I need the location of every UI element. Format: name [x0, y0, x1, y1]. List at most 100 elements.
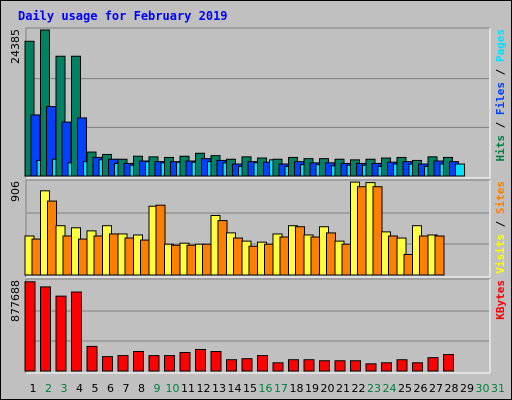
day-label: 27 [429, 382, 443, 395]
day-label: 5 [92, 382, 99, 395]
legend-entry: Sites [494, 181, 507, 214]
bar-kbytes-kbytes [241, 358, 253, 372]
bar-visits-sites [140, 239, 150, 276]
day-label: 29 [460, 382, 474, 395]
bar-kbytes-kbytes [412, 362, 423, 372]
bar-visits-sites [202, 243, 212, 276]
bar-kbytes-kbytes [288, 359, 299, 372]
day-label: 28 [445, 382, 459, 395]
bar-visits-sites [217, 220, 228, 276]
bar-kbytes-kbytes [319, 360, 330, 372]
bar-kbytes-kbytes [117, 355, 129, 372]
bar-visits-sites [434, 235, 445, 276]
day-label: 6 [107, 382, 114, 395]
bar-visits-sites [326, 232, 336, 276]
bar-kbytes-kbytes [210, 351, 222, 372]
day-label: 3 [61, 382, 68, 395]
day-label: 22 [352, 382, 366, 395]
bar-kbytes-kbytes [86, 345, 98, 372]
panel-kbytes: 877688 KBytes [9, 278, 507, 374]
bar-kbytes-kbytes [226, 359, 237, 372]
day-label: 7 [123, 382, 130, 395]
day-label: 12 [197, 382, 211, 395]
bar-kbytes-kbytes [334, 360, 346, 372]
day-label: 21 [336, 382, 350, 395]
axis-max-label: 24385 [9, 29, 22, 64]
day-label: 9 [154, 382, 161, 395]
bar-kbytes-kbytes [443, 354, 454, 372]
day-axis: 1 2 3 4 5 6 7 8 9 10 11 12 13 14 15 16 17 18 19 20 21 22 23 24 2… [30, 382, 506, 395]
panel-visits: 906 Visits / Sites [9, 179, 507, 278]
day-label: 1 [30, 382, 37, 395]
bar-visits-sites [388, 235, 398, 276]
legend-entry: Files [494, 82, 507, 115]
legend: KBytes [494, 280, 507, 320]
day-label: 17 [274, 382, 288, 395]
bar-kbytes-kbytes [133, 351, 144, 372]
bar-hits-files [77, 117, 87, 177]
day-label: 15 [243, 382, 257, 395]
bar-visits-sites [403, 253, 414, 276]
bar-kbytes-kbytes [71, 291, 82, 372]
bar-kbytes-kbytes [350, 360, 361, 372]
legend: Hits / Files / Pages [494, 29, 507, 162]
bar-kbytes-kbytes [303, 359, 315, 372]
bar-visits-sites [47, 200, 57, 276]
axis-max-label: 877688 [9, 280, 22, 322]
day-label: 19 [305, 382, 319, 395]
panel-hits: 24385 Hits / Files / Pages [9, 27, 507, 179]
bar-kbytes-kbytes [272, 362, 284, 372]
bar-kbytes-kbytes [148, 355, 160, 372]
bar-kbytes-kbytes [381, 362, 392, 372]
legend-entry: Visits [494, 234, 507, 274]
bar-visits-sites [155, 204, 166, 276]
chart-title: Daily usage for February 2019 [18, 9, 228, 23]
day-label: 2 [45, 382, 52, 395]
legend-entry: / [494, 62, 507, 82]
bar-kbytes-kbytes [179, 352, 191, 372]
day-label: 24 [383, 382, 397, 395]
legend-entry: Pages [494, 29, 507, 62]
bar-hits-hits [40, 29, 50, 177]
bar-visits-sites [264, 243, 274, 276]
day-label: 4 [76, 382, 83, 395]
bar-kbytes-kbytes [24, 281, 36, 372]
bar-visits-sites [372, 186, 383, 276]
bar-visits-sites [357, 186, 367, 276]
bar-kbytes-kbytes [257, 355, 268, 372]
legend-entry: Hits [494, 135, 507, 162]
bar-visits-sites [124, 237, 135, 276]
bar-visits-sites [93, 235, 104, 276]
legend-entry: KBytes [494, 280, 507, 320]
bar-kbytes-kbytes [396, 359, 408, 372]
bar-visits-sites [171, 244, 181, 276]
bar-visits-sites [78, 238, 88, 276]
axis-max-label: 906 [9, 181, 22, 202]
day-label: 10 [166, 382, 180, 395]
bar-kbytes-kbytes [55, 295, 67, 372]
bar-hits-hits [71, 55, 81, 177]
day-label: 30 [476, 382, 490, 395]
bar-kbytes-kbytes [195, 348, 206, 372]
bar-kbytes-kbytes [427, 357, 439, 372]
bar-visits-sites [295, 226, 305, 276]
day-label: 31 [491, 382, 505, 395]
bar-kbytes-kbytes [365, 363, 377, 372]
legend-entry: / [494, 115, 507, 135]
bar-visits-sites [109, 233, 119, 276]
bar-visits-sites [310, 236, 321, 276]
legend: Visits / Sites [494, 181, 507, 274]
bar-hits-hits [55, 55, 66, 177]
bar-kbytes-kbytes [102, 356, 113, 372]
legend-entry: / [494, 214, 507, 234]
bar-visits-sites [248, 245, 259, 276]
bar-hits-hits [24, 40, 35, 177]
bar-visits-sites [279, 236, 290, 276]
day-label: 14 [228, 382, 242, 395]
day-label: 8 [138, 382, 145, 395]
day-label: 23 [367, 382, 381, 395]
bar-kbytes-kbytes [164, 355, 175, 372]
bar-kbytes-kbytes [40, 286, 51, 372]
day-label: 16 [259, 382, 273, 395]
